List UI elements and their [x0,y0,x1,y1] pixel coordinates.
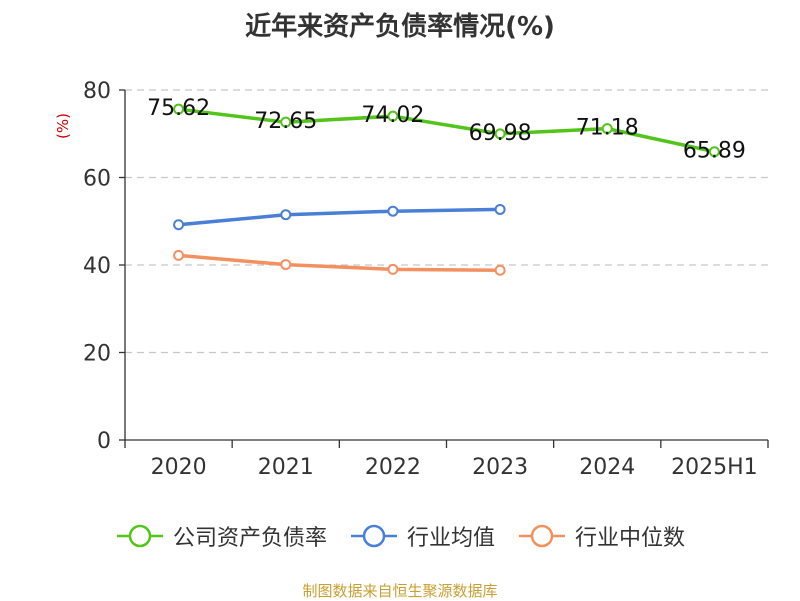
legend-item[interactable]: 行业均值 [349,520,495,552]
series-line [178,107,715,154]
legend-swatch-icon [349,524,399,548]
legend-swatch-icon [517,524,567,548]
y-axis-label: (%) [54,113,72,139]
data-point [280,259,292,271]
legend-item[interactable]: 行业中位数 [517,520,685,552]
data-point [708,146,720,158]
data-point [494,128,506,140]
data-point [387,205,399,217]
data-label: 69.98 [469,121,532,146]
x-tick-label: 2025H1 [671,455,758,480]
data-label: 74.02 [361,103,424,128]
x-tick-label: 2020 [151,455,207,480]
data-point [173,103,185,115]
data-label: 65.89 [683,139,746,164]
source-note: 制图数据来自恒生聚源数据库 [302,582,498,600]
axes: 0 20 40 60 80 2020 2021 2022 2023 2024 2025H1 [83,79,769,480]
series-lines [173,103,720,276]
legend-swatch-icon [115,524,165,548]
x-tick-label: 2023 [472,455,528,480]
legend-item[interactable]: 公司资产负债率 [115,520,327,552]
data-point [280,209,292,221]
x-tick-label: 2022 [365,455,421,480]
x-tick-label: 2021 [258,455,314,480]
data-point [173,219,185,231]
data-labels: 75.62 72.65 74.02 69.98 71.18 65.89 [147,96,746,164]
x-tick-label: 2024 [579,455,635,480]
y-tick-label: 60 [83,167,111,192]
y-tick-label: 0 [97,429,111,454]
legend: 公司资产负债率 行业均值 行业中位数 [0,520,800,552]
data-point [601,123,613,135]
chart-title: 近年来资产负债率情况(%) [245,12,555,42]
data-label: 75.62 [147,96,210,121]
series-line [178,253,501,273]
legend-label: 行业中位数 [575,526,686,551]
y-tick-label: 20 [83,342,111,367]
y-tick-label: 40 [83,254,111,279]
y-tick-label: 80 [83,79,111,104]
data-point [494,264,506,276]
series-line [178,207,501,227]
data-point [280,116,292,128]
legend-label: 行业均值 [406,526,495,551]
data-label: 72.65 [254,109,317,134]
data-point [387,263,399,275]
data-point [387,110,399,122]
data-point [494,203,506,215]
legend-label: 公司资产负债率 [172,526,327,551]
line-chart: 0 20 40 60 80 2020 2021 2022 2023 2024 2025H1 75.6… [54,79,769,480]
data-point [173,249,185,261]
data-label: 71.18 [576,116,639,141]
